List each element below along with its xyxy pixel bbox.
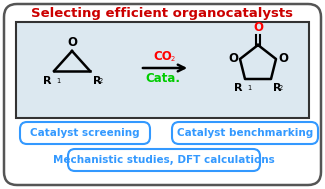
Text: Mechanistic studies, DFT calculations: Mechanistic studies, DFT calculations	[53, 155, 275, 165]
FancyBboxPatch shape	[20, 122, 150, 144]
Text: CO: CO	[154, 50, 172, 64]
Text: $_2$: $_2$	[171, 54, 176, 64]
Text: Selecting efficient organocatalysts: Selecting efficient organocatalysts	[31, 6, 293, 19]
Text: O: O	[228, 51, 238, 64]
Text: $_1$: $_1$	[247, 83, 253, 93]
FancyBboxPatch shape	[68, 149, 260, 171]
Text: $_2$: $_2$	[98, 76, 104, 86]
Text: O: O	[67, 36, 77, 49]
Text: O: O	[253, 21, 263, 34]
Text: $\mathbf{R}$: $\mathbf{R}$	[92, 74, 102, 86]
Text: $\mathbf{R}$: $\mathbf{R}$	[42, 74, 52, 86]
Text: $_2$: $_2$	[278, 83, 284, 93]
Text: $\mathbf{R}$: $\mathbf{R}$	[233, 81, 243, 93]
FancyBboxPatch shape	[172, 122, 318, 144]
FancyBboxPatch shape	[4, 4, 321, 185]
Text: $_1$: $_1$	[56, 76, 62, 86]
FancyBboxPatch shape	[16, 22, 309, 118]
Text: Catalyst screening: Catalyst screening	[30, 128, 140, 138]
Text: O: O	[278, 51, 288, 64]
Text: Catalyst benchmarking: Catalyst benchmarking	[177, 128, 313, 138]
Text: $\mathbf{R}$: $\mathbf{R}$	[272, 81, 282, 93]
Text: Cata.: Cata.	[146, 73, 180, 85]
